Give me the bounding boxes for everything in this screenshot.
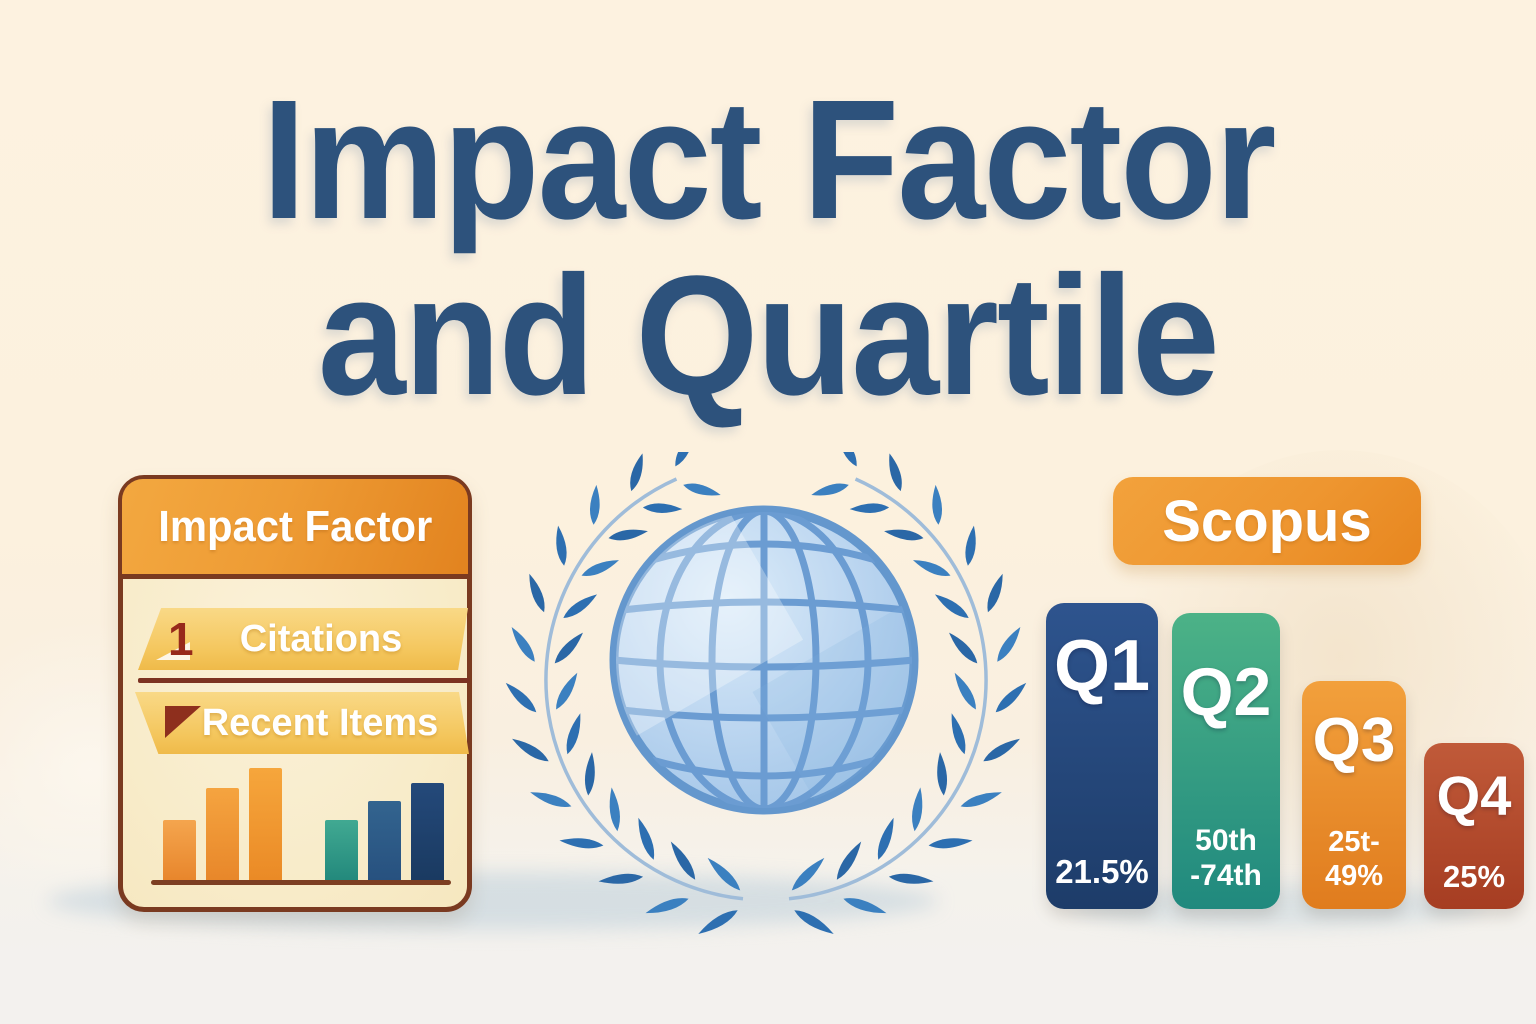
chart-baseline bbox=[151, 880, 451, 885]
numerator-ribbon: 1 Citations bbox=[138, 608, 468, 670]
quartile-sublabel: 25t-49% bbox=[1324, 826, 1384, 892]
scopus-label: Scopus bbox=[1162, 488, 1372, 554]
scopus-badge: Scopus bbox=[1113, 477, 1421, 565]
wreath-leaves bbox=[505, 432, 1027, 934]
page-title: Impact Factor and Quartile bbox=[0, 72, 1536, 424]
denominator-label: Recent Items bbox=[201, 701, 439, 744]
quartile-label: Q3 bbox=[1312, 706, 1396, 775]
quartile-sublabel: 25% bbox=[1442, 859, 1506, 895]
numerator-label: Citations bbox=[239, 617, 403, 660]
citation-bar-chart bbox=[151, 763, 451, 885]
impact-factor-card-title: Impact Factor bbox=[157, 501, 433, 551]
chart-bar bbox=[249, 768, 282, 880]
quartile-bar-q3: Q3 25t-49% bbox=[1302, 681, 1406, 909]
numerator-number: 1 bbox=[168, 613, 194, 665]
impact-factor-card-header: Impact Factor bbox=[122, 479, 468, 579]
denominator-ribbon: Recent Items bbox=[135, 692, 469, 754]
quartile-label: Q2 bbox=[1180, 654, 1272, 730]
chart-bar bbox=[325, 820, 358, 880]
fraction-divider-line bbox=[138, 678, 470, 683]
quartile-sublabel: 21.5% bbox=[1055, 853, 1149, 891]
page-title-line1: Impact Factor bbox=[261, 65, 1276, 255]
chart-bar bbox=[368, 801, 401, 880]
impact-factor-card: Impact Factor 1 Citations Recent Items bbox=[118, 475, 472, 912]
page-title-line2: and Quartile bbox=[317, 241, 1220, 431]
wreath-stems bbox=[544, 477, 988, 901]
chart-bar bbox=[163, 820, 196, 880]
triangle-icon bbox=[165, 706, 201, 738]
quartile-sublabel: 50th -74th bbox=[1190, 824, 1262, 892]
laurel-wreath-globe-emblem bbox=[488, 432, 1048, 952]
chart-bar bbox=[206, 788, 239, 880]
quartile-bar-q4: Q4 25% bbox=[1424, 743, 1524, 909]
quartile-bar-q2: Q2 50th -74th bbox=[1172, 613, 1280, 909]
globe-icon bbox=[609, 505, 919, 815]
quartile-label: Q4 bbox=[1436, 764, 1512, 827]
laurel-wreath-globe-svg bbox=[505, 432, 1027, 934]
quartile-label: Q1 bbox=[1053, 626, 1151, 706]
chart-bar bbox=[411, 783, 444, 880]
quartile-bar-q1: Q1 21.5% bbox=[1046, 603, 1158, 909]
